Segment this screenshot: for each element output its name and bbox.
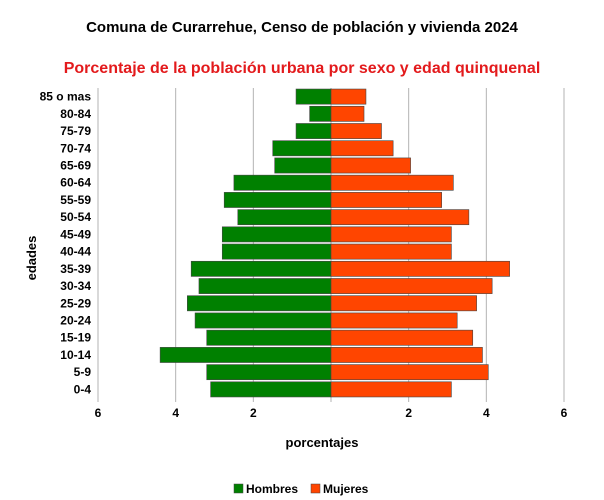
y-tick-label: 15-19: [60, 331, 91, 345]
x-axis-label: porcentajes: [286, 435, 359, 450]
bar-hombres-20-24: [194, 312, 332, 329]
bar-hombres-25-29: [187, 295, 332, 312]
y-tick-label: 45-49: [60, 227, 91, 241]
bar-hombres-55-59: [223, 192, 332, 208]
chart-title: Comuna de Curarrehue, Censo de población…: [86, 19, 518, 36]
bar-mujeres-35-39: [330, 260, 510, 277]
bar-hombres-35-39: [190, 260, 332, 277]
y-tick-label: 30-34: [60, 279, 91, 293]
bar-mujeres-75-79: [330, 123, 382, 139]
x-tick-label: 2: [405, 406, 412, 420]
x-tick-label: 4: [483, 406, 490, 420]
bar-mujeres-45-49: [330, 226, 452, 243]
y-tick-label: 5-9: [74, 365, 92, 379]
y-tick-label: 10-14: [60, 348, 91, 362]
bar-mujeres-20-24: [330, 312, 458, 329]
y-tick-label: 75-79: [60, 124, 91, 138]
y-tick-label: 25-29: [60, 296, 91, 310]
bar-hombres-65-69: [274, 157, 332, 174]
legend: Hombres Mujeres: [233, 482, 369, 496]
bar-mujeres-0-4: [330, 381, 452, 398]
bar-hombres-60-64: [233, 174, 332, 191]
bar-mujeres-25-29: [330, 295, 477, 312]
bar-hombres-30-34: [198, 278, 332, 294]
legend-label-hombres: Hombres: [246, 482, 298, 496]
bar-mujeres-40-44: [330, 243, 452, 260]
y-tick-label: 0-4: [74, 382, 92, 396]
bar-mujeres-55-59: [330, 192, 442, 208]
legend-swatch-mujeres: [310, 483, 321, 494]
bar-mujeres-70-74: [330, 140, 394, 157]
x-tick-label: 6: [95, 406, 102, 420]
y-tick-label: 80-84: [60, 107, 91, 121]
bar-hombres-45-49: [221, 226, 332, 243]
x-tick-label: 4: [172, 406, 179, 420]
bar-mujeres-65-69: [330, 157, 411, 174]
legend-label-mujeres: Mujeres: [323, 482, 369, 496]
y-tick-label: 40-44: [60, 245, 91, 259]
y-axis-label: edades: [24, 236, 39, 281]
bars-layer: [159, 88, 510, 398]
chart-subtitle: Porcentaje de la población urbana por se…: [63, 60, 541, 77]
y-tick-label: 60-64: [60, 176, 91, 190]
y-tick-label: 20-24: [60, 314, 91, 328]
bar-hombres-40-44: [221, 243, 332, 260]
y-tick-label: 85 o mas: [40, 90, 92, 104]
category-labels: 0-4 5-9 10-14 15-19 20-24 25-29 30-34 35-39 40-4…: [40, 90, 92, 397]
bar-hombres-70-74: [272, 140, 332, 157]
bar-mujeres-60-64: [330, 174, 454, 191]
bar-mujeres-15-19: [330, 329, 474, 346]
bar-hombres-5-9: [206, 364, 332, 381]
y-tick-label: 65-69: [60, 159, 91, 173]
bar-mujeres-80-84: [330, 105, 365, 122]
legend-swatch-hombres: [233, 483, 244, 494]
bar-hombres-80-84: [309, 105, 332, 122]
y-tick-label: 35-39: [60, 262, 91, 276]
bar-mujeres-30-34: [330, 278, 493, 294]
bar-hombres-75-79: [295, 123, 332, 139]
bar-hombres-50-54: [237, 209, 332, 226]
x-tick-label: 6: [561, 406, 568, 420]
x-tick-labels: 6 4 2 2 4 6: [95, 406, 568, 420]
bar-hombres-0-4: [210, 381, 332, 398]
x-tick-label: 2: [250, 406, 257, 420]
bar-hombres-85-o-mas: [295, 88, 332, 105]
y-tick-label: 70-74: [60, 141, 91, 155]
bar-hombres-15-19: [206, 329, 332, 346]
bar-mujeres-85-o-mas: [330, 88, 367, 105]
y-tick-label: 50-54: [60, 210, 91, 224]
bar-hombres-10-14: [159, 347, 332, 363]
y-tick-label: 55-59: [60, 193, 91, 207]
bar-mujeres-50-54: [330, 209, 470, 226]
bar-mujeres-5-9: [330, 364, 489, 381]
bar-mujeres-10-14: [330, 347, 483, 363]
